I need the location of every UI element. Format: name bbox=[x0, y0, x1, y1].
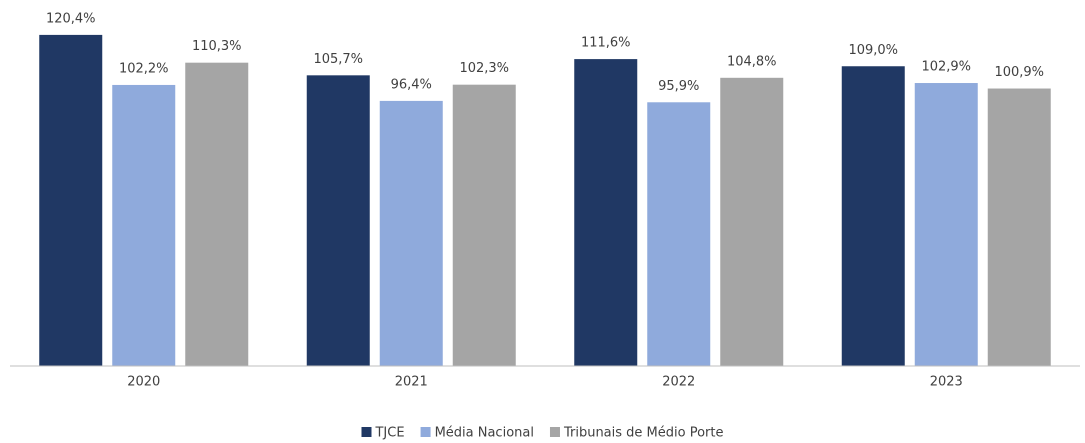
legend-swatch bbox=[361, 427, 372, 437]
legend-swatch bbox=[420, 427, 431, 437]
bar bbox=[647, 102, 711, 367]
x-tick-label: 2020 bbox=[127, 375, 160, 390]
data-label: 104,8% bbox=[727, 54, 777, 69]
bar bbox=[185, 62, 249, 367]
data-label: 102,9% bbox=[921, 60, 971, 75]
data-label: 111,6% bbox=[581, 36, 631, 51]
legend-label: Média Nacional bbox=[435, 426, 534, 441]
data-label: 105,7% bbox=[313, 52, 363, 67]
data-label: 102,3% bbox=[459, 61, 509, 76]
bar bbox=[574, 59, 638, 366]
bar bbox=[987, 88, 1051, 367]
data-label: 109,0% bbox=[848, 43, 898, 58]
x-tick-label: 2021 bbox=[395, 375, 428, 390]
bar bbox=[112, 84, 176, 366]
bar bbox=[39, 34, 103, 367]
data-label: 102,2% bbox=[119, 61, 169, 76]
x-tick-label: 2023 bbox=[930, 375, 963, 390]
data-label: 110,3% bbox=[192, 39, 242, 54]
legend-label: TJCE bbox=[374, 426, 404, 441]
legend-label: Tribunais de Médio Porte bbox=[563, 426, 724, 441]
data-label: 95,9% bbox=[658, 79, 699, 94]
bar bbox=[452, 84, 516, 367]
bar bbox=[306, 75, 370, 366]
data-label: 100,9% bbox=[994, 65, 1044, 80]
bar bbox=[720, 77, 784, 367]
data-label: 96,4% bbox=[391, 77, 432, 92]
x-tick-label: 2022 bbox=[662, 375, 695, 390]
bar bbox=[379, 100, 443, 367]
bar bbox=[914, 83, 978, 367]
legend-swatch bbox=[549, 427, 560, 437]
data-label: 120,4% bbox=[46, 11, 96, 26]
bar bbox=[841, 66, 905, 366]
